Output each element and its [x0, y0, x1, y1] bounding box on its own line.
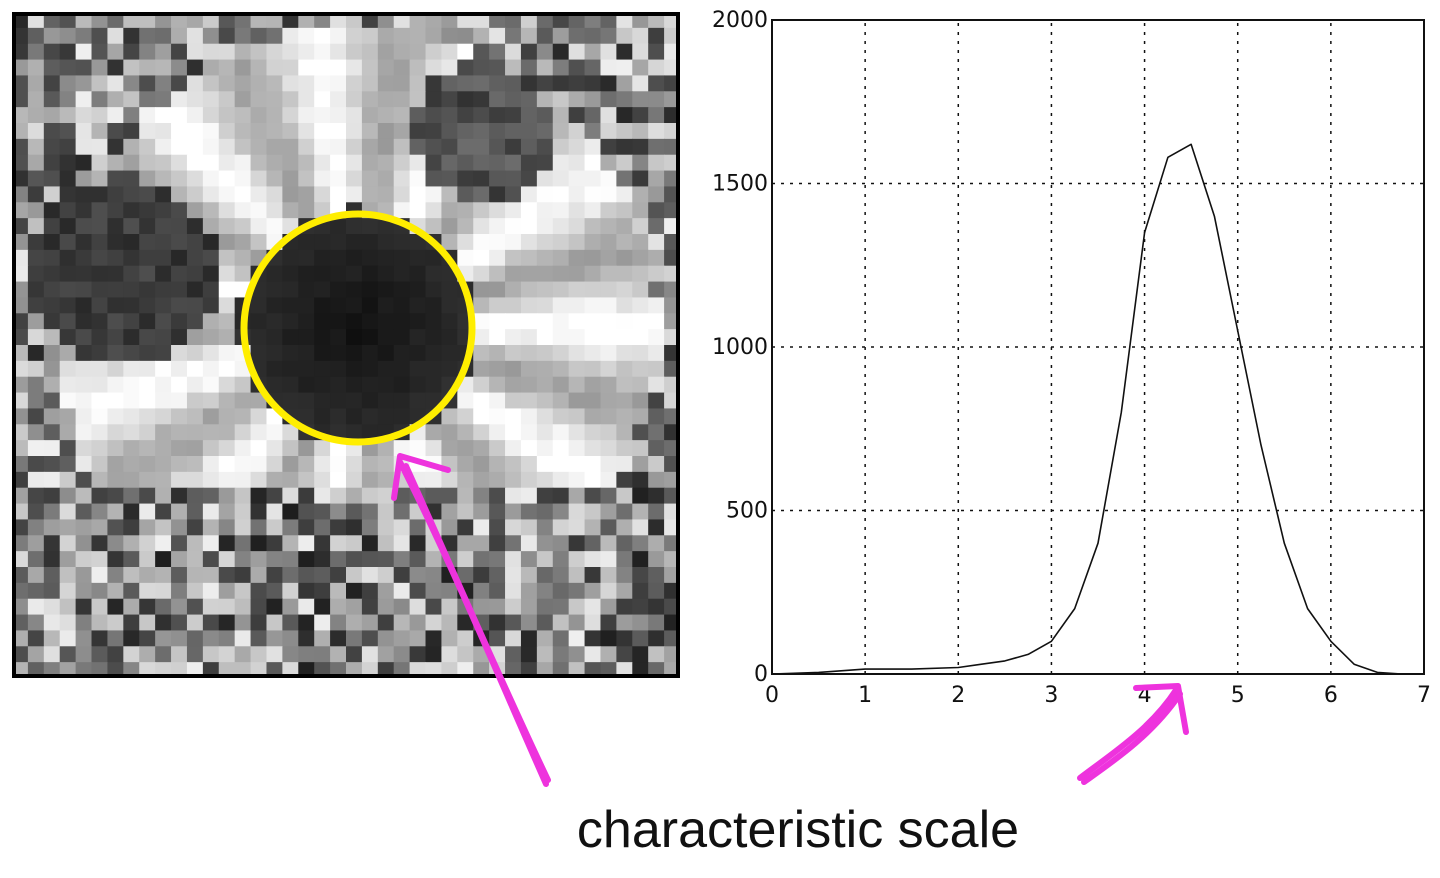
photo-pixels	[12, 12, 680, 678]
x-tick-labels: 0 1 2 3 4 5 6 7	[765, 683, 1431, 708]
y-tick-label-0: 0	[754, 662, 768, 687]
curve-layer	[771, 143, 1401, 675]
y-tick-label-4: 2000	[712, 8, 768, 33]
y-tick-label-3: 1500	[712, 172, 768, 197]
x-tick-label-7: 7	[1417, 683, 1431, 708]
y-tick-labels: 0 500 1000 1500 2000	[712, 8, 768, 687]
y-tick-label-1: 500	[726, 499, 768, 524]
grid-lines	[772, 20, 1424, 674]
caption-characteristic-scale: characteristic scale	[576, 801, 1020, 859]
x-tick-label-6: 6	[1324, 683, 1338, 708]
y-tick-label-2: 1000	[712, 335, 768, 360]
x-tick-label-0: 0	[765, 683, 779, 708]
series-line-0	[771, 143, 1401, 675]
x-tick-label-1: 1	[858, 683, 872, 708]
x-tick-label-3: 3	[1044, 683, 1058, 708]
x-tick-label-5: 5	[1231, 683, 1245, 708]
sunflower-photo	[12, 12, 680, 678]
photo-frame	[12, 12, 680, 678]
x-tick-label-4: 4	[1138, 683, 1152, 708]
plot-frame	[771, 19, 1425, 675]
highlight-circle	[240, 210, 476, 446]
scale-response-chart: 0 1 2 3 4 5 6 7 0 500 1000 1500 2000	[712, 8, 1431, 708]
x-tick-label-2: 2	[951, 683, 965, 708]
